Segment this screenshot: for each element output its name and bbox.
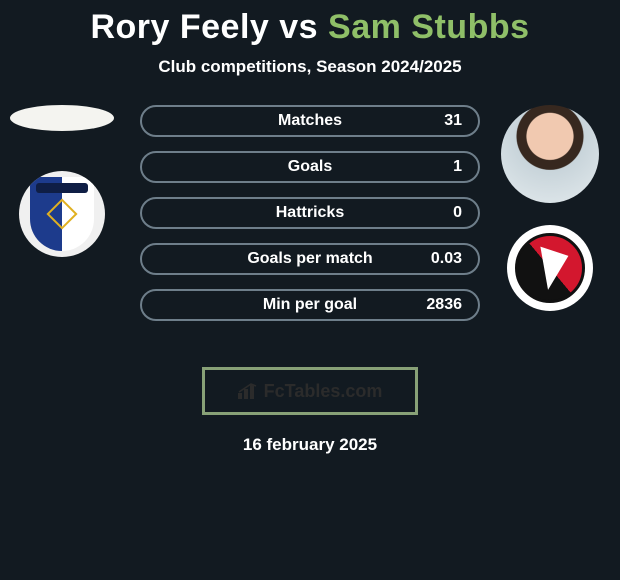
stat-label: Goals xyxy=(288,158,332,176)
stat-label: Goals per match xyxy=(247,250,372,268)
brand-prefix: Fc xyxy=(264,381,285,401)
barrow-crest-icon xyxy=(30,177,94,251)
player2-avatar xyxy=(501,105,599,203)
player2-club-crest xyxy=(507,225,593,311)
stat-row-min-per-goal: Min per goal 2836 xyxy=(140,289,480,321)
cheltenham-crest-icon xyxy=(515,233,585,303)
comparison-title: Rory Feely vs Sam Stubbs xyxy=(0,0,620,47)
stat-label: Hattricks xyxy=(276,204,344,222)
stat-row-goals-per-match: Goals per match 0.03 xyxy=(140,243,480,275)
title-vs: vs xyxy=(279,8,318,46)
stat-value: 0.03 xyxy=(431,250,462,268)
player1-avatar-placeholder xyxy=(10,105,114,131)
bars-icon xyxy=(238,383,258,399)
stat-row-goals: Goals 1 xyxy=(140,151,480,183)
stat-value: 31 xyxy=(444,112,462,130)
comparison-body: Matches 31 Goals 1 Hattricks 0 Goals per… xyxy=(0,105,620,345)
player2-face-icon xyxy=(501,105,599,203)
stat-value: 0 xyxy=(453,204,462,222)
left-player-column xyxy=(6,105,118,257)
player1-club-crest xyxy=(19,171,105,257)
fctables-text: FcTables.com xyxy=(264,381,383,402)
stat-label: Matches xyxy=(278,112,342,130)
brand-suffix: Tables.com xyxy=(285,381,383,401)
stat-row-hattricks: Hattricks 0 xyxy=(140,197,480,229)
date: 16 february 2025 xyxy=(0,435,620,455)
title-player1: Rory Feely xyxy=(90,8,269,46)
fctables-watermark: FcTables.com xyxy=(202,367,418,415)
stat-value: 1 xyxy=(453,158,462,176)
right-player-column xyxy=(494,105,606,311)
title-player2: Sam Stubbs xyxy=(328,8,529,46)
stat-row-matches: Matches 31 xyxy=(140,105,480,137)
stat-label: Min per goal xyxy=(263,296,357,314)
subtitle: Club competitions, Season 2024/2025 xyxy=(0,57,620,77)
stat-value: 2836 xyxy=(426,296,462,314)
stats-table: Matches 31 Goals 1 Hattricks 0 Goals per… xyxy=(140,105,480,321)
